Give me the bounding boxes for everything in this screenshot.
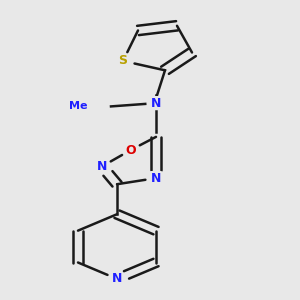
Text: N: N bbox=[151, 97, 161, 110]
Text: O: O bbox=[125, 143, 136, 157]
Text: S: S bbox=[118, 54, 127, 68]
Text: N: N bbox=[97, 160, 107, 173]
Text: N: N bbox=[112, 272, 122, 285]
Text: N: N bbox=[151, 172, 161, 184]
Text: Me: Me bbox=[68, 101, 87, 111]
